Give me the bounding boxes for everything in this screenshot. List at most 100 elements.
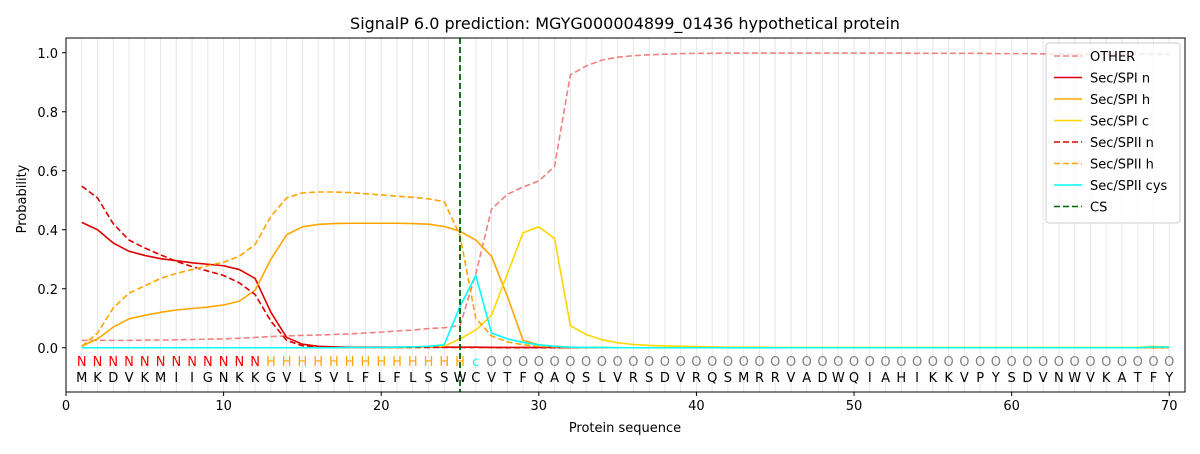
residue-label: S <box>424 371 432 386</box>
residue-label: S <box>314 371 322 386</box>
region-label: O <box>849 355 859 370</box>
region-label: N <box>140 355 150 370</box>
residue-label: F <box>393 371 400 386</box>
residue-label: Q <box>534 371 544 386</box>
residue-label: I <box>174 371 178 386</box>
residue-label: C <box>471 371 480 386</box>
legend-label: Sec/SPII cys <box>1090 179 1168 194</box>
residue-label: K <box>93 371 102 386</box>
residue-label: A <box>550 371 559 386</box>
legend-box <box>1045 42 1181 224</box>
region-label: O <box>628 355 638 370</box>
residue-label: D <box>817 371 827 386</box>
residue-label: V <box>487 371 496 386</box>
residue-label: R <box>692 371 701 386</box>
residue-label: A <box>802 371 811 386</box>
region-label: O <box>865 355 875 370</box>
region-label: O <box>676 355 686 370</box>
residue-label: L <box>346 371 354 386</box>
y-tick-label: 0.2 <box>37 283 58 298</box>
residue-label: M <box>155 371 166 386</box>
residue-label: Y <box>1164 371 1173 386</box>
residue-label: D <box>660 371 670 386</box>
residue-label: L <box>409 371 417 386</box>
residue-label: V <box>613 371 622 386</box>
region-label: O <box>833 355 843 370</box>
region-label: H <box>266 355 276 370</box>
region-label: O <box>817 355 827 370</box>
x-tick-label: 10 <box>215 399 232 414</box>
residue-label: K <box>929 371 938 386</box>
residue-label: G <box>266 371 276 386</box>
region-label: N <box>219 355 229 370</box>
residue-label: H <box>896 371 906 386</box>
region-label: N <box>77 355 87 370</box>
region-label: O <box>723 355 733 370</box>
region-label: N <box>250 355 260 370</box>
legend-label: Sec/SPI n <box>1090 72 1150 87</box>
plot-lines <box>81 38 1170 392</box>
region-label: O <box>754 355 764 370</box>
residue-label: V <box>329 371 338 386</box>
region-label: O <box>1085 355 1095 370</box>
legend-label: Sec/SPII h <box>1090 158 1154 173</box>
x-tick-label: 60 <box>1003 399 1020 414</box>
region-label: O <box>502 355 512 370</box>
region-label: O <box>1148 355 1158 370</box>
residue-label: V <box>960 371 969 386</box>
residue-label: W <box>1068 371 1081 386</box>
legend: OTHER Sec/SPI n Sec/SPI h Sec/SPI c Sec/SPII… <box>1045 42 1181 224</box>
residue-label: R <box>755 371 764 386</box>
region-label: H <box>329 355 339 370</box>
sequence-labels: NMNKNDNVNKNMNININGNNNKNKHGHVHLHSHVHLHFHL… <box>76 355 1174 386</box>
legend-label: CS <box>1090 201 1107 216</box>
region-label: O <box>991 355 1001 370</box>
residue-label: L <box>299 371 307 386</box>
x-tick-label: 70 <box>1161 399 1178 414</box>
y-tick-label: 0.0 <box>37 342 58 357</box>
region-label: H <box>376 355 386 370</box>
residue-label: M <box>76 371 87 386</box>
region-label: c <box>472 355 479 370</box>
residue-label: V <box>787 371 796 386</box>
residue-label: W <box>832 371 845 386</box>
residue-label: M <box>738 371 749 386</box>
region-label: H <box>439 355 449 370</box>
residue-label: Y <box>991 371 1000 386</box>
x-tick-label: 0 <box>62 399 70 414</box>
residue-label: D <box>108 371 118 386</box>
y-tick-label: 0.8 <box>37 106 58 121</box>
residue-label: N <box>1054 371 1064 386</box>
residue-label: I <box>190 371 194 386</box>
y-axis-label: Probability <box>15 164 30 233</box>
region-label: O <box>707 355 717 370</box>
residue-label: N <box>219 371 229 386</box>
region-label: O <box>786 355 796 370</box>
region-label: O <box>1038 355 1048 370</box>
residue-label: V <box>282 371 291 386</box>
residue-label: G <box>203 371 213 386</box>
region-label: O <box>1070 355 1080 370</box>
region-label: O <box>597 355 607 370</box>
residue-label: S <box>724 371 732 386</box>
region-label: O <box>613 355 623 370</box>
region-label: O <box>770 355 780 370</box>
residue-label: W <box>454 371 467 386</box>
residue-label: I <box>915 371 919 386</box>
residue-label: F <box>362 371 369 386</box>
region-label: O <box>959 355 969 370</box>
residue-label: S <box>440 371 448 386</box>
region-label: O <box>943 355 953 370</box>
region-label: O <box>1117 355 1127 370</box>
x-tick-label: 50 <box>846 399 863 414</box>
residue-label: T <box>1133 371 1142 386</box>
residue-label: V <box>1039 371 1048 386</box>
chart-title: SignalP 6.0 prediction: MGYG000004899_01… <box>350 14 900 34</box>
region-label: N <box>108 355 118 370</box>
region-label: O <box>518 355 528 370</box>
series-line-sec-spii-cys <box>81 274 1170 349</box>
legend-label: Sec/SPI h <box>1090 93 1150 108</box>
residue-label: V <box>676 371 685 386</box>
